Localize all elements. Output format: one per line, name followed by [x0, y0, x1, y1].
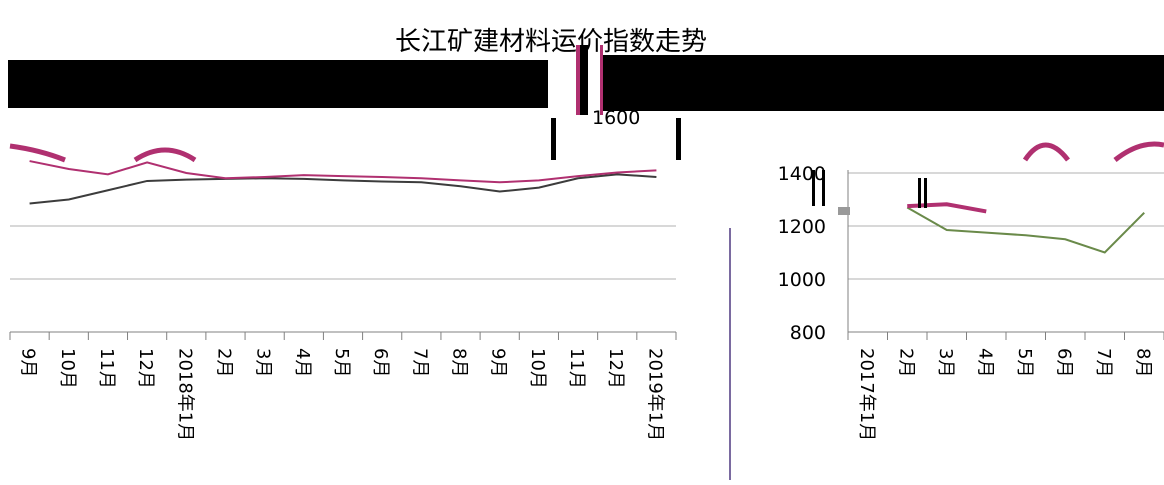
series-line-left-0: [29, 173, 657, 205]
y-tick-label-right: 1200: [778, 216, 826, 238]
black-bar-g: [924, 178, 927, 208]
category-label-left: 12月: [605, 348, 626, 389]
category-label-right: 2月: [895, 348, 916, 377]
category-label-left: 11月: [566, 348, 587, 389]
category-label-left: 2月: [213, 348, 234, 377]
category-label-left: 9月: [18, 348, 39, 377]
purple-arc-2: [133, 147, 197, 163]
category-label-right: 7月: [1093, 348, 1114, 377]
category-label-left: 10月: [57, 348, 78, 389]
purple-arc-4: [1113, 141, 1164, 162]
y-tick-label-right: 1400: [778, 163, 826, 185]
category-label-right: 5月: [1014, 348, 1035, 377]
series-line-right-0: [906, 206, 1145, 254]
category-label-left: 8月: [449, 348, 470, 377]
category-label-left: 5月: [331, 348, 352, 377]
category-label-left: 7月: [409, 348, 430, 377]
y-tick-label-right: 800: [790, 322, 826, 344]
black-band-left: [8, 60, 548, 108]
legend-gray-square: [838, 207, 850, 215]
black-bar-c: [676, 118, 681, 160]
red-bar-b: [600, 45, 603, 115]
black-band-right: [603, 55, 1164, 111]
category-label-left: 6月: [370, 348, 391, 377]
floating-tick-1600: 1600: [592, 107, 640, 129]
purple-arc-3: [1022, 142, 1070, 162]
series-line-left-1: [29, 160, 657, 184]
black-bar-b: [551, 118, 556, 160]
category-label-left: 2019年1月: [644, 348, 665, 441]
category-label-left: 2018年1月: [174, 348, 195, 441]
category-label-right: 6月: [1053, 348, 1074, 377]
category-label-left: 9月: [488, 348, 509, 377]
left-chart-panel: 9月 10月 11月 12月 2018年1月 2月 3月 4月 5月 6月 7月 8月 9月 10月 11月…: [9, 160, 677, 441]
black-bar-a: [580, 45, 588, 115]
category-label-left: 10月: [527, 348, 548, 389]
category-label-right: 4月: [974, 348, 995, 377]
category-label-right: 3月: [935, 348, 956, 377]
right-chart-panel: 1400 1200 1000 800 2017年1月 2月 3月 4月 5月 6月 7月 8月: [778, 163, 1164, 441]
overlay-glitch-layer: 长江矿建材料运价指数走势 1600: [8, 27, 1164, 480]
category-label-right: 2017年1月: [856, 348, 877, 441]
black-bar-e: [822, 170, 825, 206]
y-tick-label-right: 1000: [778, 269, 826, 291]
category-label-left: 12月: [135, 348, 156, 389]
category-label-right: 8月: [1132, 348, 1153, 377]
chart-title-fragment: 长江矿建材料运价指数走势: [395, 27, 707, 57]
category-label-left: 11月: [96, 348, 117, 389]
black-bar-d: [812, 170, 815, 206]
black-bar-f: [918, 178, 921, 208]
category-label-left: 3月: [253, 348, 274, 377]
red-bar-a: [576, 45, 580, 115]
purple-arc-1: [9, 143, 66, 163]
category-label-left: 4月: [292, 348, 313, 377]
